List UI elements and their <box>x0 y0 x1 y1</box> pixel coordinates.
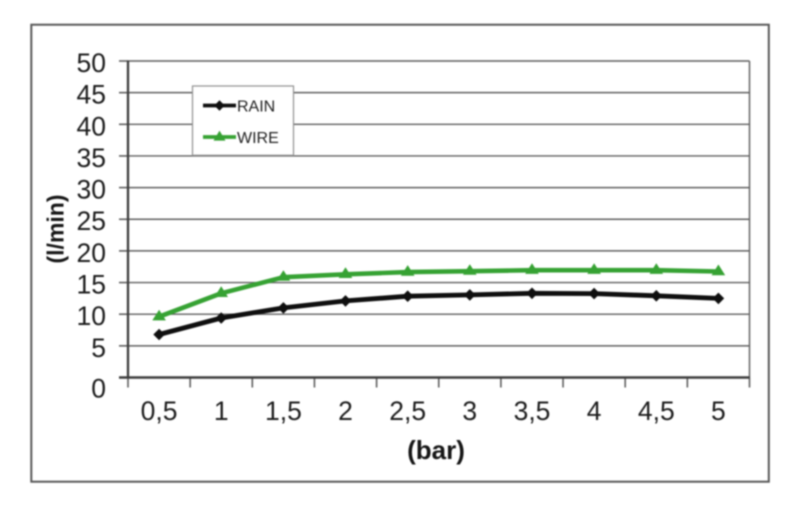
svg-text:2,5: 2,5 <box>389 396 426 426</box>
svg-text:3: 3 <box>462 396 477 426</box>
svg-text:15: 15 <box>77 270 106 300</box>
svg-text:(bar): (bar) <box>407 435 465 465</box>
svg-text:0,5: 0,5 <box>141 396 178 426</box>
svg-text:4,5: 4,5 <box>638 396 675 426</box>
svg-text:5: 5 <box>711 396 726 426</box>
svg-text:2: 2 <box>338 396 353 426</box>
svg-text:10: 10 <box>77 301 106 331</box>
svg-text:0: 0 <box>91 373 106 403</box>
svg-text:5: 5 <box>91 333 106 363</box>
svg-text:50: 50 <box>77 48 106 78</box>
svg-text:45: 45 <box>77 80 106 110</box>
svg-text:WIRE: WIRE <box>237 130 279 147</box>
svg-text:1,5: 1,5 <box>265 396 302 426</box>
svg-text:20: 20 <box>77 238 106 268</box>
svg-text:4: 4 <box>587 396 602 426</box>
svg-text:3,5: 3,5 <box>514 396 551 426</box>
svg-text:25: 25 <box>77 206 106 236</box>
svg-text:40: 40 <box>77 111 106 141</box>
svg-text:RAIN: RAIN <box>237 98 275 115</box>
svg-text:(l/min): (l/min) <box>43 195 69 264</box>
svg-text:1: 1 <box>214 396 229 426</box>
svg-text:35: 35 <box>77 143 106 173</box>
svg-text:30: 30 <box>77 175 106 205</box>
